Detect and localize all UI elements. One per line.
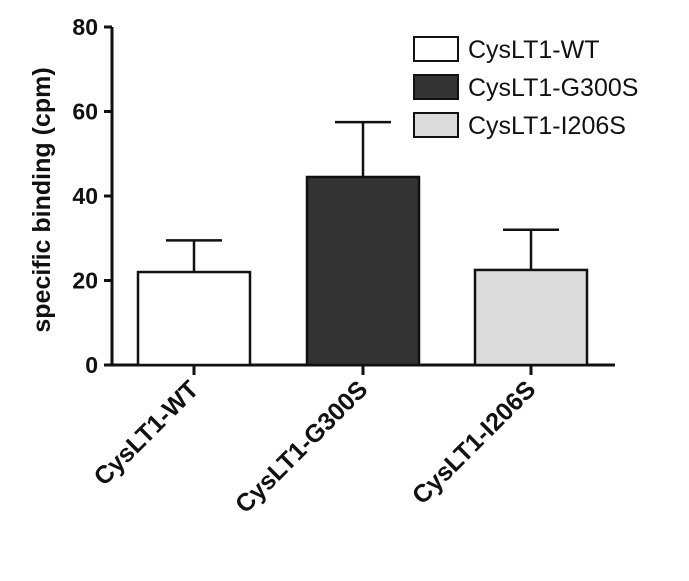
- legend-swatch: [413, 74, 459, 100]
- y-tick-label: 0: [85, 352, 98, 378]
- x-category-label: CysLT1-G300S: [230, 375, 373, 518]
- y-tick-label: 80: [72, 14, 98, 40]
- legend-swatch: [413, 36, 459, 62]
- y-tick-label: 40: [72, 183, 98, 209]
- legend-swatch: [413, 112, 459, 138]
- legend-label: CysLT1-I206S: [468, 112, 626, 140]
- y-axis-label: specific binding (cpm): [28, 67, 56, 332]
- legend-label: CysLT1-WT: [468, 36, 599, 64]
- legend: CysLT1-WT CysLT1-G300S CysLT1-I206S: [413, 36, 638, 140]
- x-category-label: CysLT1-WT: [89, 375, 205, 491]
- x-category-label: CysLT1-I206S: [407, 375, 541, 509]
- legend-label: CysLT1-G300S: [468, 74, 638, 102]
- bar-cyslt1-g300s: [305, 175, 421, 367]
- bars-layer: [136, 120, 589, 367]
- bar-cyslt1-i206s: [473, 268, 589, 367]
- y-tick-label: 20: [72, 268, 98, 294]
- y-tick-label: 60: [72, 99, 98, 125]
- bar-cyslt1-wt: [136, 270, 252, 367]
